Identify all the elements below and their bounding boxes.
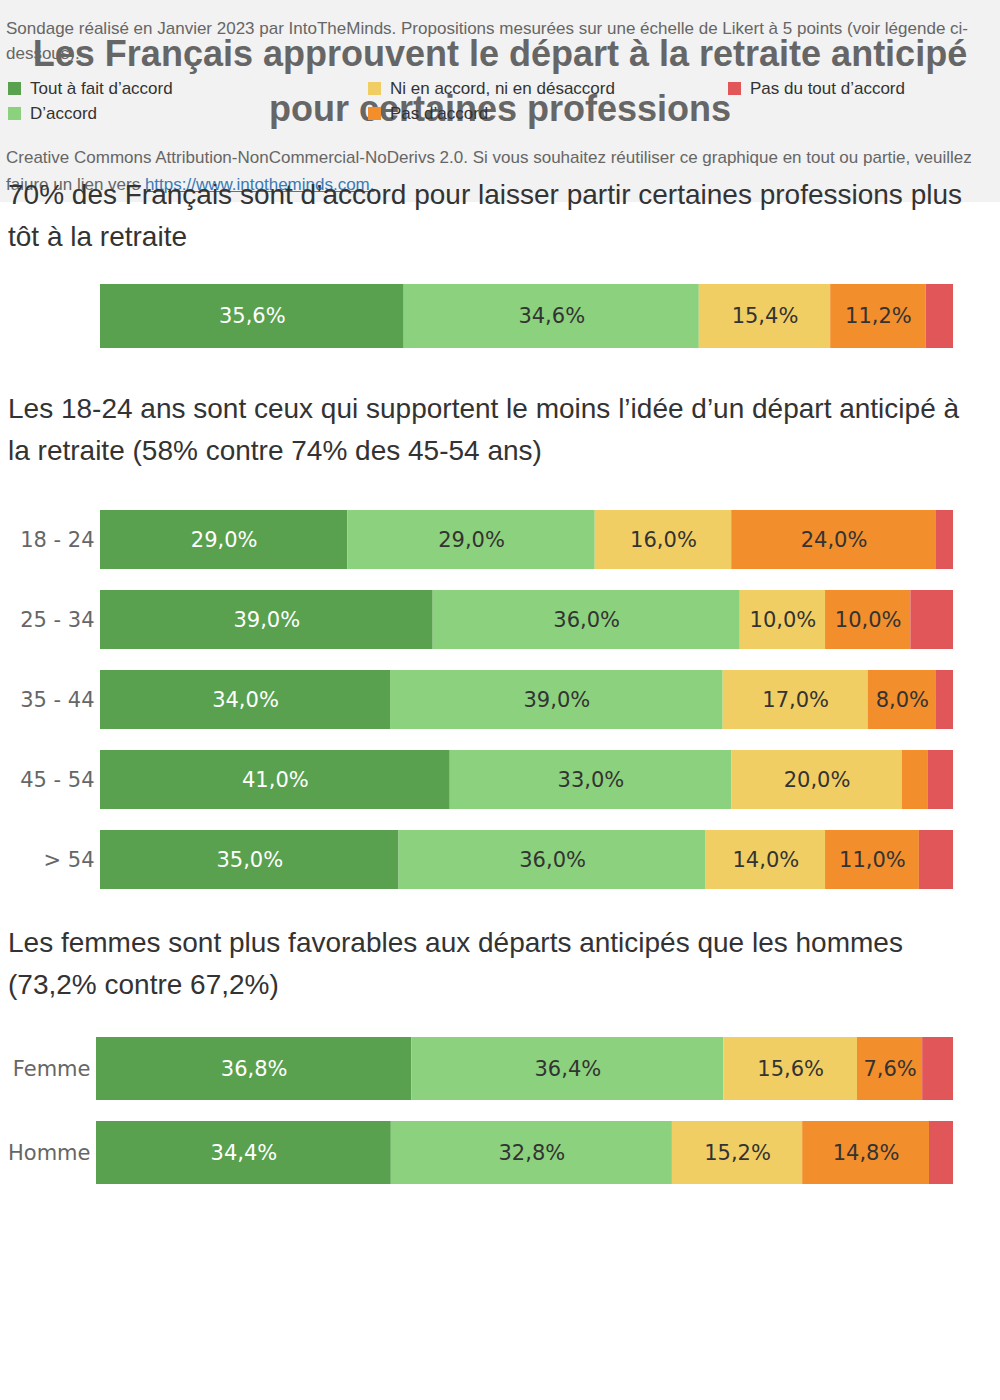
svg-text:34,6%: 34,6%	[518, 304, 585, 328]
svg-text:10,0%: 10,0%	[835, 608, 902, 632]
svg-text:11,0%: 11,0%	[839, 848, 906, 872]
html-text:Sondage réalisé en Janvier 202: Sondage réalisé en Janvier 2023 par Into…	[6, 19, 968, 63]
svg-text:39,0%: 39,0%	[523, 688, 590, 712]
svg-text:25 - 34: 25 - 34	[20, 608, 94, 632]
svg-text:36,8%: 36,8%	[221, 1057, 288, 1081]
html-text:Pas d’accord: Pas d’accord	[390, 103, 489, 123]
svg-text:17,0%: 17,0%	[762, 688, 829, 712]
svg-text:16,0%: 16,0%	[630, 528, 697, 552]
html-text:Tout à fait d’accord: Tout à fait d’accord	[30, 78, 173, 98]
svg-text:35 - 44: 35 - 44	[20, 688, 94, 712]
svg-text:20,0%: 20,0%	[784, 768, 851, 792]
svg-text:36,0%: 36,0%	[553, 608, 620, 632]
svg-text:24,0%: 24,0%	[801, 528, 868, 552]
svg-text:39,0%: 39,0%	[233, 608, 300, 632]
svg-text:35,0%: 35,0%	[216, 848, 283, 872]
svg-text:> 54: > 54	[44, 848, 95, 872]
svg-text:Homme: Homme	[8, 1141, 90, 1165]
html-text:Les femmes sont plus favorable: Les femmes sont plus favorables aux dépa…	[8, 927, 903, 1000]
svg-text:15,2%: 15,2%	[704, 1141, 771, 1165]
svg-text:36,4%: 36,4%	[534, 1057, 601, 1081]
html-text:70% des Français sont d’accord: 70% des Français sont d’accord pour lais…	[8, 179, 962, 252]
svg-text:34,4%: 34,4%	[211, 1141, 278, 1165]
svg-text:18 - 24: 18 - 24	[20, 528, 94, 552]
svg-text:45 - 54: 45 - 54	[20, 768, 94, 792]
svg-text:15,6%: 15,6%	[757, 1057, 824, 1081]
svg-text:35,6%: 35,6%	[219, 304, 286, 328]
svg-text:15,4%: 15,4%	[732, 304, 799, 328]
svg-text:36,0%: 36,0%	[519, 848, 586, 872]
svg-text:32,8%: 32,8%	[498, 1141, 565, 1165]
html-text:Creative Commons Attribution-N: Creative Commons Attribution-NonCommerci…	[6, 148, 972, 194]
svg-text:7,6%: 7,6%	[863, 1057, 916, 1081]
svg-text:33,0%: 33,0%	[558, 768, 625, 792]
svg-text:11,2%: 11,2%	[845, 304, 912, 328]
svg-text:29,0%: 29,0%	[191, 528, 258, 552]
svg-text:29,0%: 29,0%	[438, 528, 505, 552]
svg-text:8,0%: 8,0%	[876, 688, 929, 712]
svg-text:34,0%: 34,0%	[212, 688, 279, 712]
svg-text:41,0%: 41,0%	[242, 768, 309, 792]
html-text:Pas du tout d’accord: Pas du tout d’accord	[750, 78, 905, 98]
html-text:D’accord: D’accord	[30, 103, 98, 123]
svg-text:10,0%: 10,0%	[750, 608, 817, 632]
svg-text:14,0%: 14,0%	[732, 848, 799, 872]
svg-text:Femme: Femme	[13, 1057, 91, 1081]
svg-text:14,8%: 14,8%	[833, 1141, 900, 1165]
html-text:Les 18-24 ans sont ceux qui su: Les 18-24 ans sont ceux qui supportent l…	[8, 393, 960, 466]
html-text:Ni en accord, ni en désaccord: Ni en accord, ni en désaccord	[390, 78, 615, 98]
html-text:Les Français approuvent le dép: Les Français approuvent le départ à la r…	[32, 33, 968, 129]
